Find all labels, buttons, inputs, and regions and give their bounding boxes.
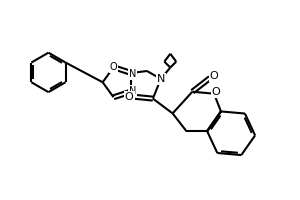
Text: O: O	[125, 92, 134, 102]
Text: O: O	[212, 87, 220, 97]
Text: N: N	[157, 74, 165, 84]
Text: N: N	[128, 69, 136, 79]
Text: N: N	[128, 86, 136, 96]
Text: O: O	[210, 71, 218, 81]
Text: O: O	[110, 62, 117, 72]
